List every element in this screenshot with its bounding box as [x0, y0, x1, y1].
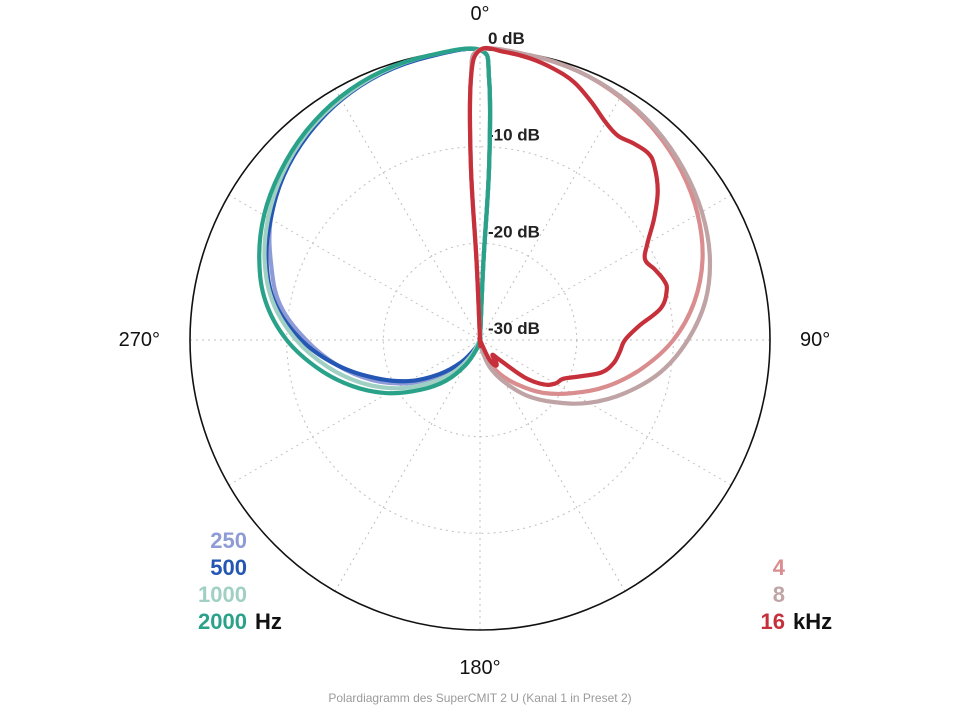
polar-spoke — [229, 340, 480, 485]
angle-label-270: 270° — [119, 329, 160, 351]
legend-entry: 250 — [210, 528, 247, 553]
series-2000-hz — [259, 48, 490, 393]
ring-db-label: -20 dB — [488, 222, 540, 241]
angle-label-0: 0° — [470, 3, 489, 25]
figure-caption: Polardiagramm des SuperCMIT 2 U (Kanal 1… — [328, 691, 631, 705]
ring-db-label: -30 dB — [488, 319, 540, 338]
angle-label-180: 180° — [459, 657, 500, 679]
legend-entry: 4 — [773, 555, 786, 580]
polar-spoke — [335, 340, 480, 591]
polar-spoke — [335, 89, 480, 340]
polar-series — [259, 48, 710, 404]
ring-db-label: -10 dB — [488, 126, 540, 145]
angle-label-90: 90° — [800, 329, 830, 351]
legend-left: 25050010002000 Hz — [198, 528, 282, 634]
legend-entry: 8 — [773, 582, 785, 607]
ring-db-label: 0 dB — [488, 29, 525, 48]
legend-unit: Hz — [255, 609, 282, 634]
legend-entry: 1000 — [198, 582, 247, 607]
legend-entry: 16 — [761, 609, 785, 634]
legend-entry: 2000 — [198, 609, 247, 634]
series-250-hz — [269, 49, 490, 384]
legend-unit: kHz — [793, 609, 832, 634]
legend-right: 4816 kHz — [761, 555, 833, 634]
series-4-khz — [470, 48, 703, 394]
polar-spoke — [480, 340, 731, 485]
polar-diagram: 0 dB -10 dB -20 dB -30 dB 0° 90° 180° 270° 25050… — [0, 0, 960, 720]
legend-entry: 500 — [210, 555, 247, 580]
